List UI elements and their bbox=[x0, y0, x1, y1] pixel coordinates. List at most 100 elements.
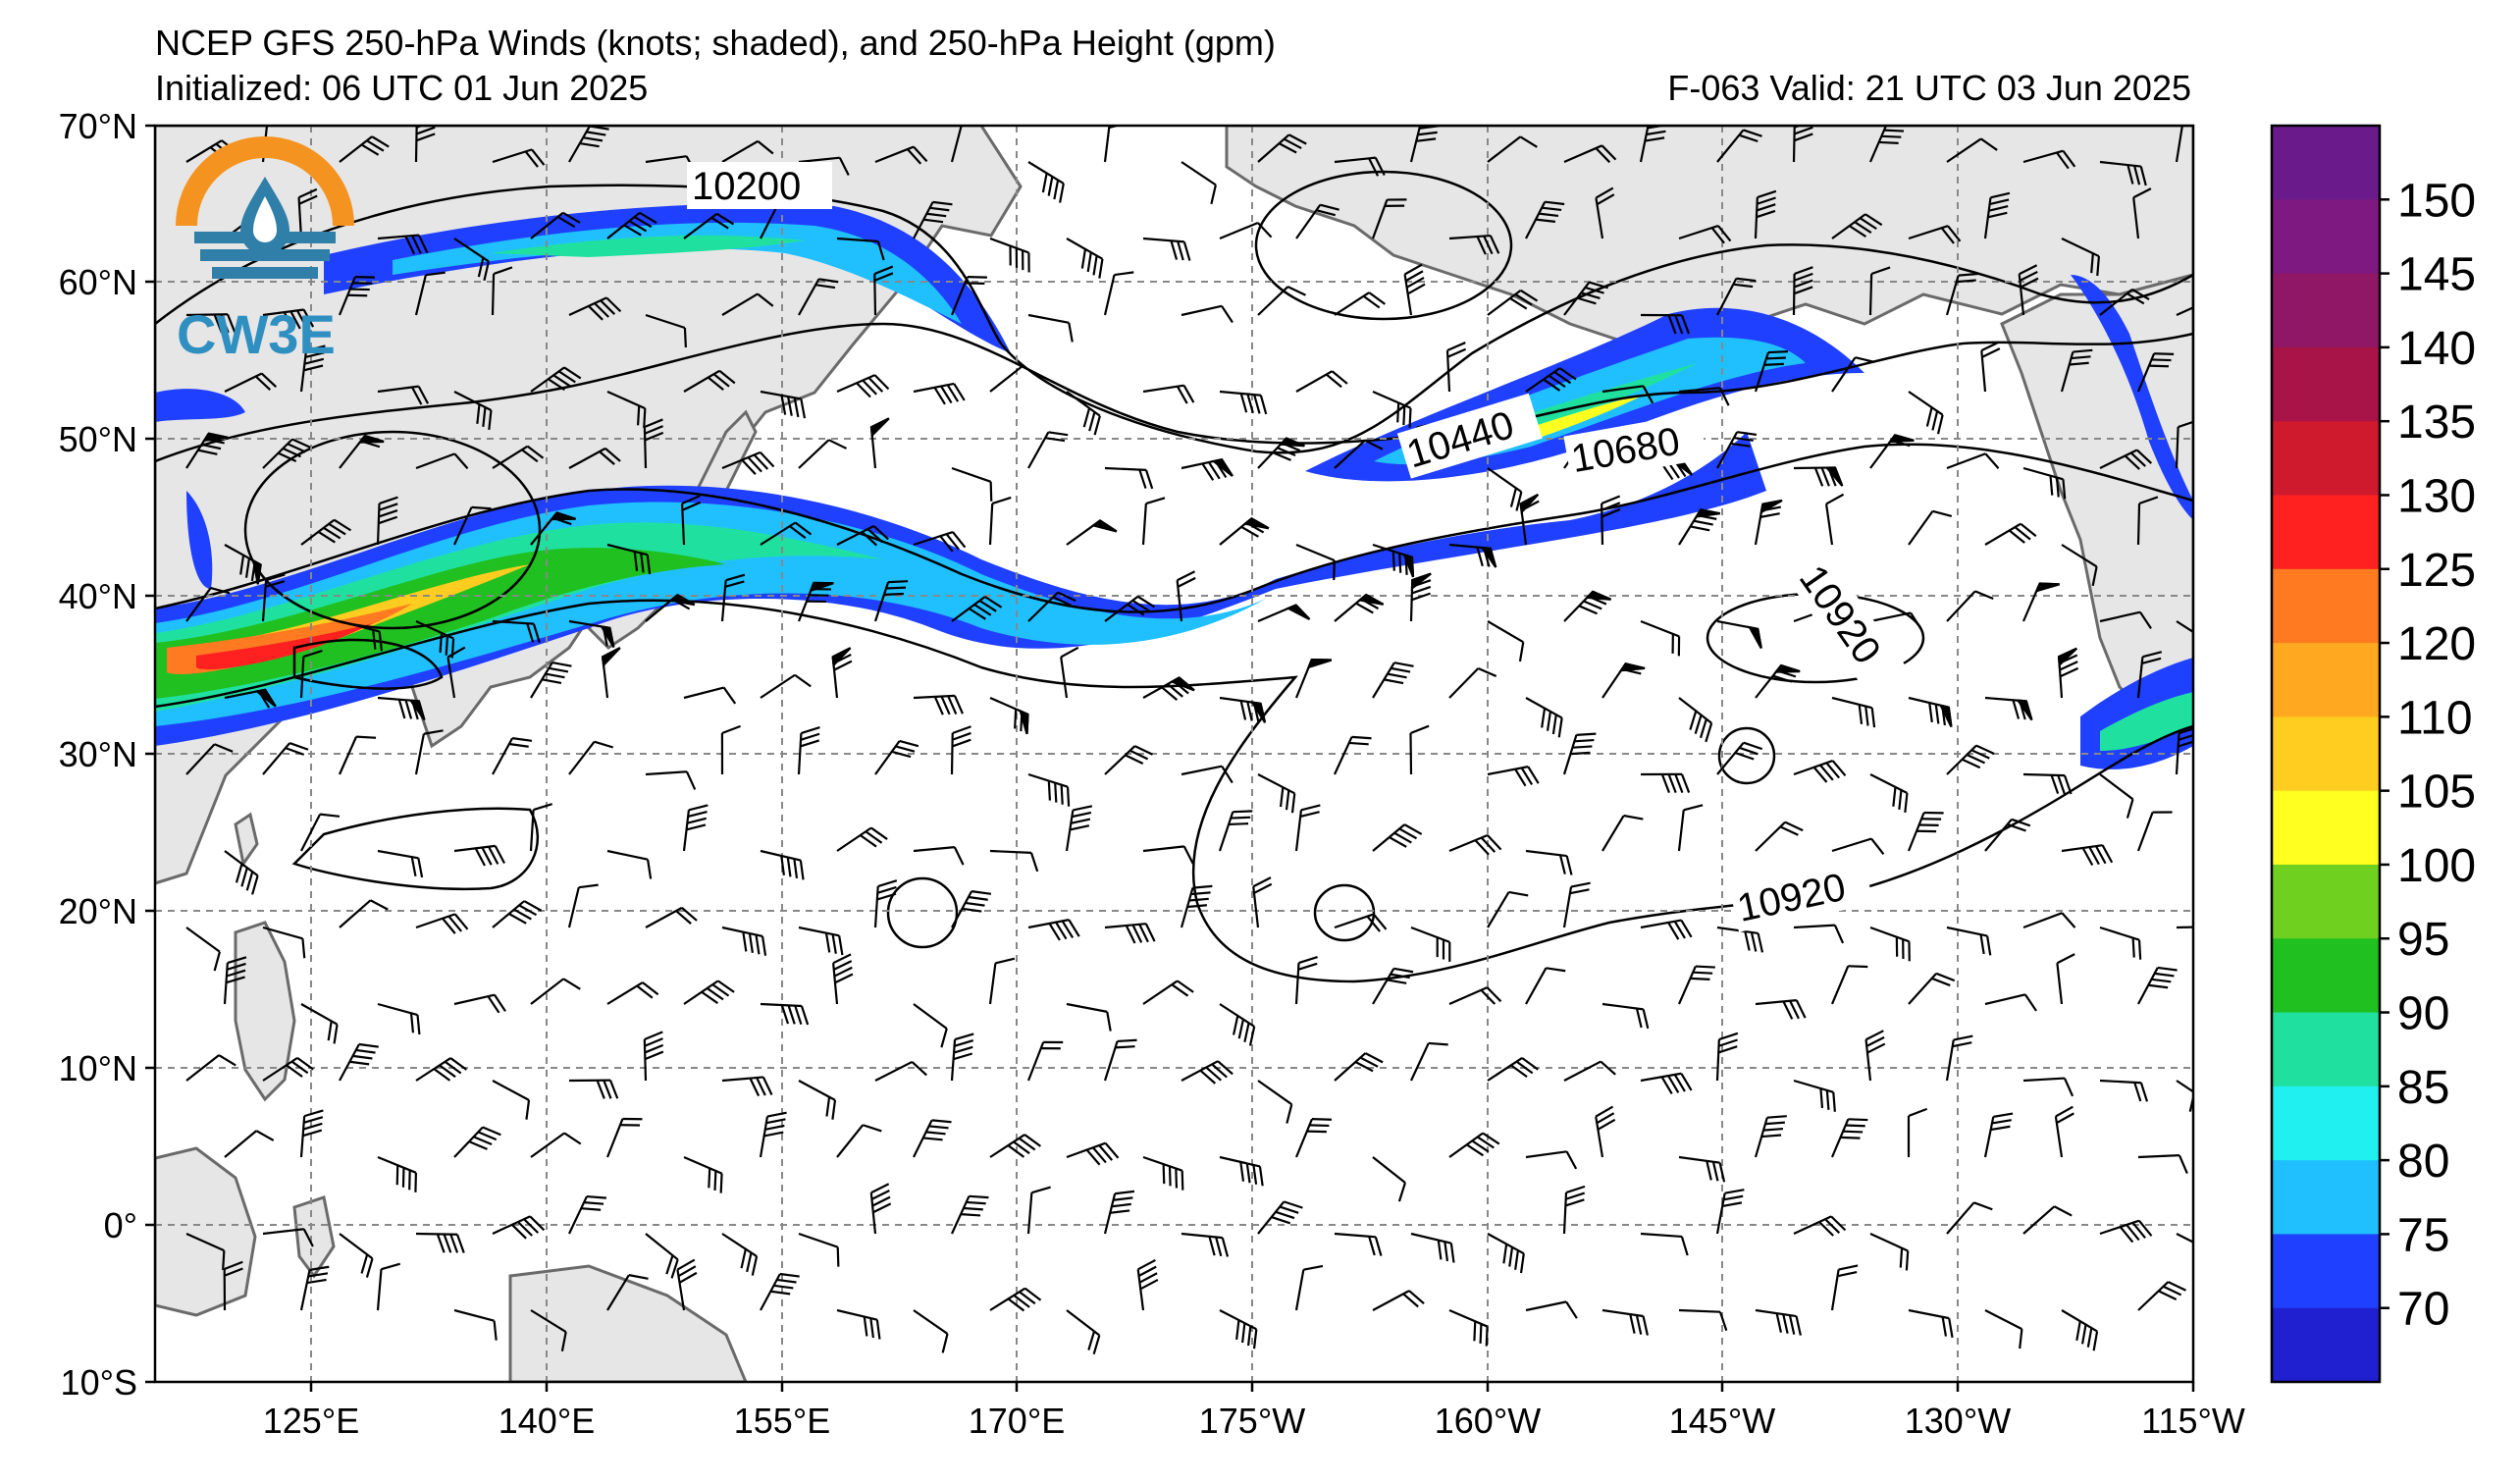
wind-barb bbox=[988, 496, 1012, 546]
wind-barb bbox=[1601, 1308, 1649, 1336]
wind-barb bbox=[1595, 186, 1615, 239]
wind-barb bbox=[1525, 697, 1563, 738]
lon-label-125e: 125°E bbox=[263, 1401, 359, 1441]
wind-barb bbox=[223, 1260, 243, 1311]
wind-barb bbox=[339, 135, 390, 163]
wind-barb bbox=[377, 1002, 421, 1035]
wind-barb bbox=[1640, 313, 1691, 335]
wind-barb bbox=[950, 725, 971, 775]
wind-barb bbox=[1595, 1105, 1616, 1158]
wind-barb bbox=[645, 906, 698, 928]
wind-barb bbox=[836, 237, 885, 261]
wind-barb bbox=[913, 382, 966, 405]
wind-barb bbox=[1677, 965, 1715, 1005]
wind-barb bbox=[185, 313, 236, 334]
wind-barb bbox=[836, 1308, 881, 1340]
wind-barb bbox=[2136, 496, 2159, 546]
wind-barb bbox=[721, 292, 774, 316]
wind-barb bbox=[645, 770, 697, 790]
wind-barb bbox=[760, 390, 807, 419]
colorbar-cell bbox=[2272, 716, 2380, 792]
wind-barb bbox=[1371, 198, 1407, 239]
wind-barb bbox=[1525, 967, 1566, 1005]
wind-barb bbox=[2175, 727, 2193, 775]
colorbar-label: 135 bbox=[2397, 397, 2476, 449]
colorbar-cell bbox=[2272, 938, 2380, 1014]
lat-label-30n: 30°N bbox=[59, 734, 137, 774]
wind-barb bbox=[1715, 1032, 1739, 1082]
colorbar-label: 140 bbox=[2397, 323, 2476, 375]
wind-barb bbox=[1830, 1118, 1868, 1158]
wind-barb bbox=[869, 417, 890, 469]
wind-barb bbox=[1640, 919, 1693, 940]
wind-barb bbox=[492, 1080, 531, 1120]
wind-barb bbox=[869, 1183, 892, 1235]
wind-barb bbox=[645, 1233, 679, 1279]
wind-barb bbox=[951, 890, 992, 928]
colorbar-label: 70 bbox=[2397, 1284, 2449, 1336]
wind-barb bbox=[1678, 1155, 1726, 1183]
wind-barb bbox=[1257, 604, 1311, 623]
wind-barb bbox=[2176, 306, 2193, 317]
wind-barb bbox=[1219, 390, 1268, 415]
wind-barb bbox=[1946, 744, 1995, 775]
wind-barb bbox=[873, 265, 894, 316]
wind-barb bbox=[645, 593, 696, 622]
wind-barb bbox=[1027, 161, 1065, 203]
wind-barb bbox=[1219, 516, 1270, 546]
wind-barb bbox=[1983, 191, 2011, 239]
lon-label-175w: 175°W bbox=[1199, 1401, 1305, 1441]
colorbar-label: 75 bbox=[2397, 1209, 2449, 1261]
wind-barb bbox=[2175, 126, 2184, 163]
colorbar-label: 110 bbox=[2397, 692, 2473, 744]
wind-barb bbox=[1294, 1118, 1333, 1158]
wind-barb bbox=[453, 505, 492, 546]
lat-label-20n: 20°N bbox=[59, 891, 137, 931]
wind-barb bbox=[683, 1155, 723, 1193]
wind-barb bbox=[950, 1194, 989, 1235]
wind-barb bbox=[492, 737, 533, 775]
wind-barb bbox=[1104, 595, 1156, 622]
wind-barb bbox=[606, 1274, 649, 1311]
lon-axis: 125°E 140°E 155°E 170°E 175°W 160°W 145°… bbox=[263, 1382, 2245, 1441]
wind-barb bbox=[1678, 224, 1732, 244]
wind-barb bbox=[1027, 591, 1076, 622]
wind-barb bbox=[1908, 1308, 1954, 1339]
wind-barb bbox=[913, 1309, 949, 1353]
wind-barb bbox=[1525, 367, 1577, 393]
wind-barb bbox=[415, 913, 469, 934]
wind-barb bbox=[1027, 919, 1080, 941]
wind-barb bbox=[1908, 509, 1953, 546]
wind-barb bbox=[2099, 449, 2153, 470]
wind-barb bbox=[836, 1124, 882, 1158]
wind-barb bbox=[339, 1042, 379, 1082]
colorbar-label: 80 bbox=[2397, 1136, 2449, 1188]
colorbar-label: 145 bbox=[2397, 249, 2476, 301]
wind-barb bbox=[1027, 431, 1069, 469]
wind-barb bbox=[2061, 844, 2114, 867]
wind-barb bbox=[1410, 1041, 1448, 1082]
wind-barb bbox=[1403, 263, 1426, 316]
wind-barb bbox=[1027, 313, 1074, 343]
wind-barb bbox=[1104, 745, 1153, 775]
wind-barb bbox=[1334, 291, 1386, 316]
wind-barb bbox=[832, 953, 854, 1005]
colorbar-cell bbox=[2272, 1012, 2380, 1087]
colorbar: 150 145 140 135 130 125 120 110 105 100 95 90 85 80 75… bbox=[2270, 124, 2476, 1384]
wind-barb bbox=[798, 439, 848, 469]
wind-barb bbox=[224, 1130, 275, 1158]
wind-barb bbox=[377, 385, 430, 405]
wind-barb bbox=[1562, 881, 1591, 928]
wind-barb bbox=[989, 237, 1030, 273]
wind-barb bbox=[1563, 590, 1612, 622]
wind-barb bbox=[720, 573, 746, 622]
wind-barb bbox=[377, 849, 424, 878]
wind-barb bbox=[1295, 203, 1339, 239]
wind-barb bbox=[1716, 431, 1758, 469]
wind-barb bbox=[2061, 544, 2098, 587]
wind-barb bbox=[2176, 1233, 2193, 1263]
wind-barb bbox=[1754, 1115, 1787, 1158]
wind-barb bbox=[721, 926, 767, 956]
wind-barb bbox=[874, 739, 919, 775]
